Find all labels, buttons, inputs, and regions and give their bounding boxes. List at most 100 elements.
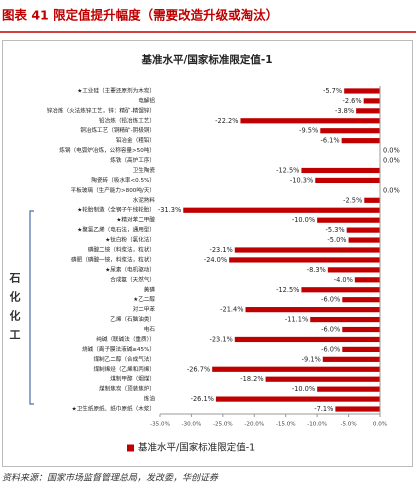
value-label: -5.3%	[326, 226, 345, 234]
value-label: 0.0%	[383, 186, 400, 194]
category-label: 煤制乙二醇（合成气法）	[93, 355, 155, 363]
category-label: ★轮胎制造（全钢子午线轮胎）	[77, 206, 155, 214]
category-label: ★乙二醇	[133, 295, 155, 303]
category-label: 铜冶炼工艺（铜精矿-阴极铜）	[80, 126, 155, 134]
bar	[245, 307, 380, 313]
x-tick-label: 0.0%	[373, 422, 387, 428]
header-title: 图表 41 限定值提升幅度（需要改造升级或淘汰）	[2, 8, 278, 23]
category-label: ★聚氯乙烯（电石法，通用型）	[77, 226, 155, 234]
value-label: -6.0%	[321, 345, 340, 353]
value-label: -11.1%	[285, 316, 308, 324]
value-label: -6.1%	[321, 137, 340, 145]
x-tick-label: -25.0%	[213, 422, 233, 428]
category-label: 卫生陶瓷	[133, 166, 156, 174]
category-label: 陶瓷砖（吸水率<0.5%）	[91, 176, 155, 184]
value-label: -10.0%	[292, 385, 315, 393]
value-label: -3.8%	[335, 107, 354, 115]
category-label: 对二甲苯	[133, 305, 156, 313]
value-label: -12.5%	[276, 166, 299, 174]
category-label: ★精对苯二甲酸	[116, 216, 155, 224]
value-label: -26.7%	[187, 365, 210, 373]
category-label: 煤制甲醇（烟煤）	[110, 375, 155, 383]
value-label: -6.0%	[321, 326, 340, 334]
x-tick-label: -15.0%	[276, 422, 296, 428]
bar	[363, 98, 380, 104]
bar	[229, 257, 380, 263]
bar	[342, 297, 380, 303]
chart-frame	[2, 40, 413, 467]
bar	[354, 277, 380, 283]
bar	[212, 366, 380, 372]
bar	[341, 138, 380, 144]
x-tick-label: -5.0%	[340, 422, 356, 428]
value-label: -10.0%	[292, 216, 315, 224]
x-tick-label: -10.0%	[307, 422, 327, 428]
value-label: -2.5%	[343, 196, 362, 204]
value-label: -9.1%	[302, 355, 321, 363]
value-label: -31.3%	[158, 206, 181, 214]
value-label: -26.1%	[191, 395, 214, 403]
category-label: 黄磷	[144, 285, 156, 293]
legend-label: 基准水平/国家标准限定值-1	[138, 442, 255, 454]
category-label: 锌冶炼（火法炼锌工艺，锌：精矿-精馏锌）	[47, 106, 155, 114]
legend-swatch	[127, 444, 134, 452]
bar	[315, 177, 380, 184]
bar	[215, 396, 380, 402]
category-label: ★钛白粉（氯化法）	[105, 236, 155, 244]
category-label: 铅冶炼（铅冶炼工艺）	[99, 116, 155, 124]
value-label: -22.2%	[215, 117, 238, 125]
group-bracket	[29, 210, 34, 405]
bar	[310, 316, 380, 323]
bar	[317, 217, 380, 223]
x-tick-label: -30.0%	[182, 422, 202, 428]
value-label: -4.0%	[334, 276, 353, 284]
category-label: 磷酸二铵（料浆法，粒状）	[88, 246, 155, 254]
category-label: 水泥熟料	[133, 196, 156, 204]
x-tick-label: -35.0%	[150, 422, 170, 428]
value-label: -9.5%	[299, 127, 318, 135]
value-label: -5.0%	[327, 236, 346, 244]
value-label: -6.0%	[321, 296, 340, 304]
bar	[234, 336, 380, 343]
value-label: -7.1%	[314, 405, 333, 413]
category-label: 炼油	[144, 395, 156, 403]
value-label: 0.0%	[383, 157, 400, 165]
category-label: 电解铝	[138, 96, 155, 104]
category-label: 烧碱（离子膜法液碱≥45%）	[82, 345, 155, 353]
category-label: 炼钢（电弧炉冶炼，公称容量>50吨）	[59, 146, 155, 154]
bar	[348, 237, 380, 243]
category-label: 纯碱（联碱法（重质））	[96, 335, 155, 343]
bar	[183, 207, 380, 213]
bar	[317, 386, 380, 392]
bar	[322, 356, 380, 362]
category-label: 合成氨（天然气）	[110, 275, 155, 283]
value-label: -5.7%	[323, 87, 342, 95]
bar	[327, 267, 380, 273]
bar	[301, 167, 380, 174]
value-label: -24.0%	[204, 256, 227, 264]
value-label: -23.1%	[209, 246, 232, 254]
value-label: -18.2%	[240, 375, 263, 383]
category-label: 乙烯（石脑油类）	[110, 315, 155, 323]
category-label: 铅冶金（粗铅）	[116, 136, 155, 144]
value-label: 0.0%	[383, 147, 400, 155]
x-tick-label: -20.0%	[244, 422, 264, 428]
bar	[364, 197, 380, 203]
bar	[234, 247, 380, 253]
value-label: -12.5%	[276, 286, 299, 294]
category-label: ★卫生纸原纸、纸巾原纸（木浆）	[72, 405, 155, 413]
bar	[320, 128, 380, 134]
bar	[301, 287, 380, 293]
bar	[342, 326, 380, 333]
category-label: 煤制焦炭（顶装焦炉）	[99, 385, 155, 393]
category-label: 炼铁（高炉工序）	[110, 156, 155, 164]
category-label: ★工业硅（主要还原剂为木炭）	[77, 86, 155, 94]
bar	[356, 108, 380, 114]
value-label: -23.1%	[209, 335, 232, 343]
value-label: -2.6%	[343, 97, 362, 105]
bar	[240, 118, 380, 124]
category-label: 平板玻璃（生产能力>800吨/天）	[71, 186, 155, 194]
category-label: 磷肥（磷酸一铵，料浆法，粒状）	[71, 255, 155, 263]
bar	[344, 88, 380, 94]
